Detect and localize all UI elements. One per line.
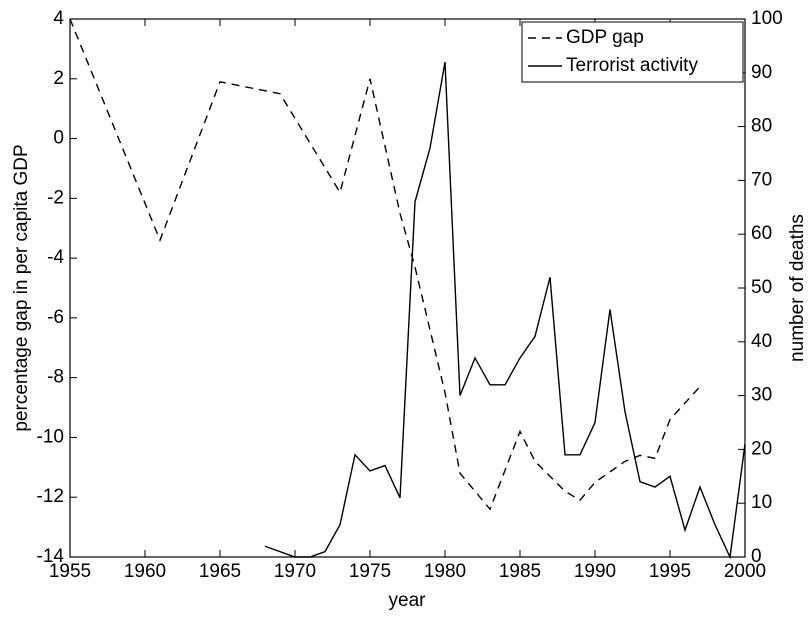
x-axis-label: year <box>389 590 427 611</box>
x-tick-label: 1975 <box>349 561 391 582</box>
y2-tick-label: 60 <box>751 223 772 244</box>
plot-frame <box>69 18 746 558</box>
y-tick-label: -8 <box>47 367 64 388</box>
y-tick-label: -14 <box>37 546 65 567</box>
y2-tick-label: 90 <box>751 62 772 83</box>
series-line <box>69 18 701 511</box>
y2-tick-label: 20 <box>751 438 772 459</box>
x-tick-label: 1960 <box>124 561 166 582</box>
y2-tick-label: 30 <box>751 385 772 406</box>
y-tick-label: -2 <box>47 187 64 208</box>
x-tick-label: 1965 <box>199 561 241 582</box>
x-tick-label: 2000 <box>724 561 766 582</box>
y2-tick-label: 100 <box>751 8 783 29</box>
x-tick-label: 1970 <box>274 561 316 582</box>
x-tick-label: 1955 <box>49 561 91 582</box>
y-tick-label: -10 <box>37 426 64 447</box>
legend-label: Terrorist activity <box>566 55 698 76</box>
legend-box <box>521 21 744 83</box>
y-tick-label: -4 <box>47 247 64 268</box>
y-tick-label: -6 <box>47 307 64 328</box>
y2-tick-label: 80 <box>751 116 772 137</box>
legend-label: GDP gap <box>566 27 644 48</box>
y2-tick-label: 0 <box>751 546 762 567</box>
y2-tick-label: 50 <box>751 277 772 298</box>
y-axis-label: percentage gap in per capita GDP <box>11 144 32 431</box>
y-tick-label: 4 <box>53 8 64 29</box>
x-tick-label: 1980 <box>424 561 466 582</box>
y2-tick-label: 70 <box>751 169 772 190</box>
x-tick-label: 1985 <box>499 561 541 582</box>
y2-axis-label: number of deaths <box>787 214 808 362</box>
x-tick-label: 1995 <box>649 561 691 582</box>
series-line <box>264 61 746 560</box>
x-tick-label: 1990 <box>574 561 616 582</box>
y-tick-label: 2 <box>53 68 64 89</box>
y2-tick-label: 10 <box>751 492 772 513</box>
y-tick-label: -12 <box>37 486 64 507</box>
y-tick-label: 0 <box>53 128 64 149</box>
y2-tick-label: 40 <box>751 331 772 352</box>
